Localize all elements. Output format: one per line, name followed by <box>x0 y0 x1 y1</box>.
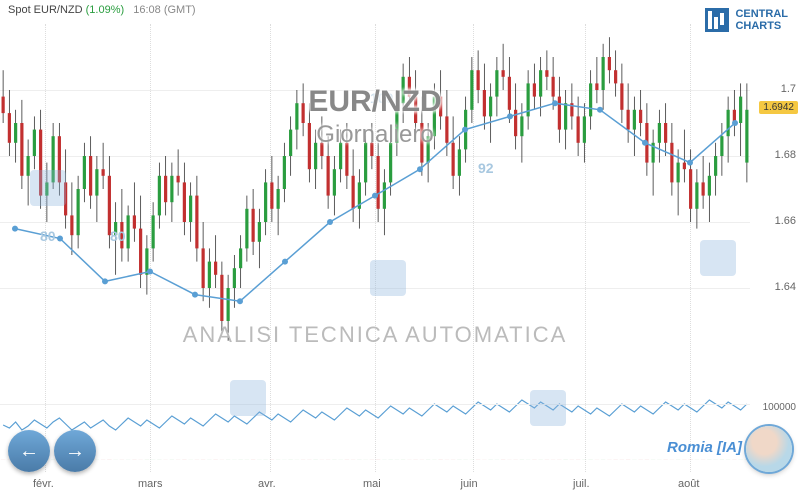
avatar-label: Romia [IA] <box>667 439 742 456</box>
nav-buttons: ← → <box>8 430 96 472</box>
nav-next-button[interactable]: → <box>54 430 96 472</box>
logo-text: CENTRALCHARTS <box>735 8 788 32</box>
pct-change: (1.09%) <box>86 4 125 16</box>
y-tick: 1.7 <box>781 83 796 95</box>
x-tick: juin <box>461 478 478 490</box>
x-tick: mai <box>363 478 381 490</box>
instrument-label: Spot EUR/NZD <box>8 4 83 16</box>
x-tick: avr. <box>258 478 276 490</box>
watermark-icon <box>370 260 406 296</box>
y-tick: 1.64 <box>775 281 796 293</box>
volume-chart[interactable] <box>0 360 750 460</box>
x-tick: août <box>678 478 699 490</box>
price-chart[interactable] <box>0 24 750 354</box>
watermark-icon <box>230 380 266 416</box>
y-tick: 1.68 <box>775 149 796 161</box>
x-axis: févr. mars avr. mai juin juil. août <box>0 478 750 494</box>
chart-header: Spot EUR/NZD (1.09%) 16:08 (GMT) <box>8 4 196 16</box>
x-tick: juil. <box>573 478 590 490</box>
watermark-icon <box>30 170 66 206</box>
brand-logo[interactable]: CENTRALCHARTS <box>705 8 788 32</box>
y-tick: 1.66 <box>775 215 796 227</box>
watermark-icon <box>530 390 566 426</box>
x-tick: févr. <box>33 478 54 490</box>
watermark-icon <box>700 240 736 276</box>
nav-prev-button[interactable]: ← <box>8 430 50 472</box>
vol-tick: 100000 <box>763 402 796 413</box>
x-tick: mars <box>138 478 162 490</box>
logo-icon <box>705 8 729 32</box>
current-price-badge: 1.6942 <box>759 101 798 114</box>
price-y-axis: 1.64 1.66 1.68 1.7 <box>752 24 800 354</box>
avatar-icon[interactable] <box>746 426 792 472</box>
timestamp: 16:08 (GMT) <box>133 4 195 16</box>
